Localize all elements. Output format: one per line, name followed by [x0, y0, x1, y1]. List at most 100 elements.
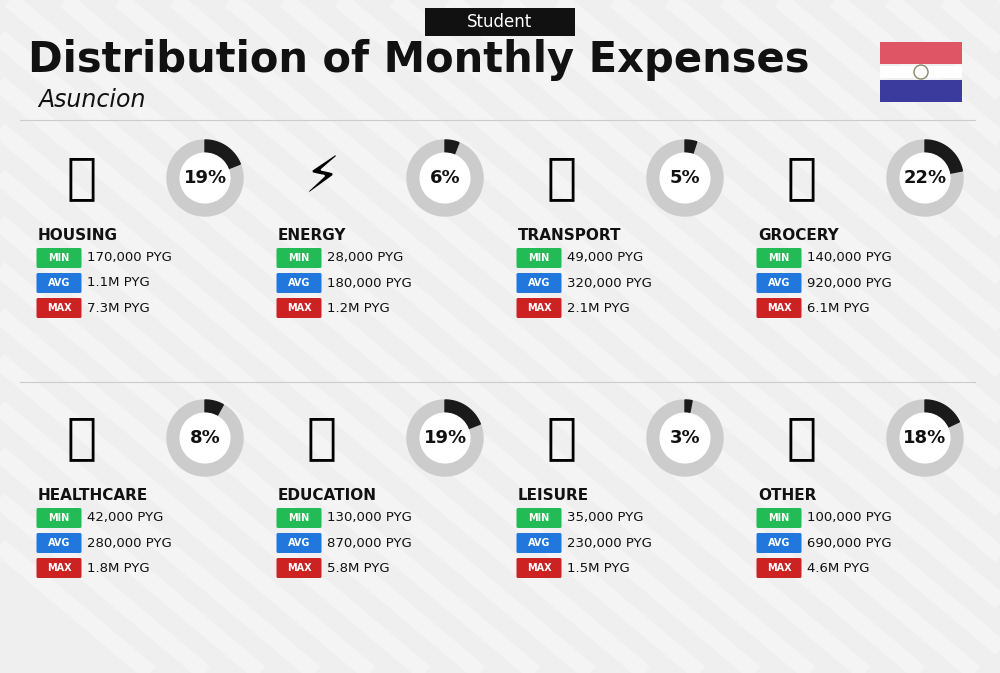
Text: 🏢: 🏢 — [67, 154, 97, 202]
FancyBboxPatch shape — [880, 66, 962, 78]
Text: MAX: MAX — [47, 563, 71, 573]
Polygon shape — [445, 140, 459, 154]
FancyBboxPatch shape — [516, 273, 562, 293]
Polygon shape — [167, 140, 243, 216]
FancyBboxPatch shape — [36, 298, 82, 318]
Circle shape — [180, 413, 230, 463]
Text: 35,000 PYG: 35,000 PYG — [567, 511, 644, 524]
FancyBboxPatch shape — [757, 298, 802, 318]
Text: 6%: 6% — [430, 169, 460, 187]
FancyBboxPatch shape — [757, 273, 802, 293]
Text: MAX: MAX — [287, 303, 311, 313]
FancyBboxPatch shape — [36, 508, 82, 528]
Text: MIN: MIN — [528, 253, 550, 263]
Polygon shape — [407, 140, 483, 216]
Text: MAX: MAX — [527, 303, 551, 313]
Text: AVG: AVG — [768, 538, 790, 548]
FancyBboxPatch shape — [36, 558, 82, 578]
Circle shape — [420, 413, 470, 463]
Text: 5.8M PYG: 5.8M PYG — [327, 561, 390, 575]
Text: 690,000 PYG: 690,000 PYG — [807, 536, 892, 549]
FancyBboxPatch shape — [36, 273, 82, 293]
Circle shape — [660, 153, 710, 203]
Text: AVG: AVG — [528, 538, 550, 548]
Text: 1.8M PYG: 1.8M PYG — [87, 561, 150, 575]
FancyBboxPatch shape — [880, 80, 962, 102]
Text: ⚡: ⚡ — [304, 154, 340, 202]
Text: MAX: MAX — [767, 303, 791, 313]
Text: Distribution of Monthly Expenses: Distribution of Monthly Expenses — [28, 39, 810, 81]
Text: 920,000 PYG: 920,000 PYG — [807, 277, 892, 289]
FancyBboxPatch shape — [516, 508, 562, 528]
Text: 170,000 PYG: 170,000 PYG — [87, 252, 172, 264]
Text: 💰: 💰 — [787, 414, 817, 462]
Text: HEALTHCARE: HEALTHCARE — [38, 487, 148, 503]
Text: 🏥: 🏥 — [67, 414, 97, 462]
Text: 18%: 18% — [903, 429, 947, 447]
Circle shape — [900, 413, 950, 463]
Text: 42,000 PYG: 42,000 PYG — [87, 511, 163, 524]
Text: MAX: MAX — [527, 563, 551, 573]
Text: 230,000 PYG: 230,000 PYG — [567, 536, 652, 549]
Text: MIN: MIN — [288, 513, 310, 523]
FancyBboxPatch shape — [516, 558, 562, 578]
Text: EDUCATION: EDUCATION — [278, 487, 377, 503]
Text: 28,000 PYG: 28,000 PYG — [327, 252, 403, 264]
FancyBboxPatch shape — [36, 248, 82, 268]
Polygon shape — [685, 400, 692, 413]
Text: 1.1M PYG: 1.1M PYG — [87, 277, 150, 289]
Polygon shape — [205, 400, 223, 415]
Text: 🚌: 🚌 — [547, 154, 577, 202]
Text: 🛒: 🛒 — [787, 154, 817, 202]
Text: 🎓: 🎓 — [307, 414, 337, 462]
Text: AVG: AVG — [48, 538, 70, 548]
Text: 🛍: 🛍 — [547, 414, 577, 462]
FancyBboxPatch shape — [276, 298, 322, 318]
Text: MIN: MIN — [768, 513, 790, 523]
Text: MIN: MIN — [768, 253, 790, 263]
FancyBboxPatch shape — [757, 558, 802, 578]
Text: 320,000 PYG: 320,000 PYG — [567, 277, 652, 289]
Text: 19%: 19% — [423, 429, 467, 447]
Text: 130,000 PYG: 130,000 PYG — [327, 511, 412, 524]
Text: 22%: 22% — [903, 169, 947, 187]
Polygon shape — [647, 400, 723, 476]
Text: LEISURE: LEISURE — [518, 487, 589, 503]
FancyBboxPatch shape — [425, 8, 575, 36]
Text: OTHER: OTHER — [758, 487, 816, 503]
Text: MIN: MIN — [48, 513, 70, 523]
FancyBboxPatch shape — [757, 248, 802, 268]
FancyBboxPatch shape — [36, 533, 82, 553]
Text: 1.2M PYG: 1.2M PYG — [327, 302, 390, 314]
FancyBboxPatch shape — [516, 298, 562, 318]
FancyBboxPatch shape — [757, 533, 802, 553]
Text: Asuncion: Asuncion — [38, 88, 146, 112]
Text: AVG: AVG — [288, 538, 310, 548]
Text: 100,000 PYG: 100,000 PYG — [807, 511, 892, 524]
Text: 3%: 3% — [670, 429, 700, 447]
FancyBboxPatch shape — [880, 42, 962, 64]
Text: 5%: 5% — [670, 169, 700, 187]
Polygon shape — [685, 140, 697, 153]
Polygon shape — [925, 140, 962, 173]
Text: 2.1M PYG: 2.1M PYG — [567, 302, 630, 314]
Polygon shape — [647, 140, 723, 216]
Text: 6.1M PYG: 6.1M PYG — [807, 302, 870, 314]
Text: AVG: AVG — [768, 278, 790, 288]
Text: 4.6M PYG: 4.6M PYG — [807, 561, 870, 575]
Text: MIN: MIN — [528, 513, 550, 523]
Polygon shape — [887, 400, 963, 476]
Circle shape — [660, 413, 710, 463]
Text: 19%: 19% — [183, 169, 227, 187]
Text: AVG: AVG — [528, 278, 550, 288]
FancyBboxPatch shape — [276, 558, 322, 578]
Text: 280,000 PYG: 280,000 PYG — [87, 536, 172, 549]
Text: 7.3M PYG: 7.3M PYG — [87, 302, 150, 314]
Text: 1.5M PYG: 1.5M PYG — [567, 561, 630, 575]
Text: MIN: MIN — [48, 253, 70, 263]
Text: 8%: 8% — [190, 429, 220, 447]
Text: MAX: MAX — [287, 563, 311, 573]
Text: TRANSPORT: TRANSPORT — [518, 227, 622, 242]
Text: 180,000 PYG: 180,000 PYG — [327, 277, 412, 289]
Text: Student: Student — [467, 13, 533, 31]
